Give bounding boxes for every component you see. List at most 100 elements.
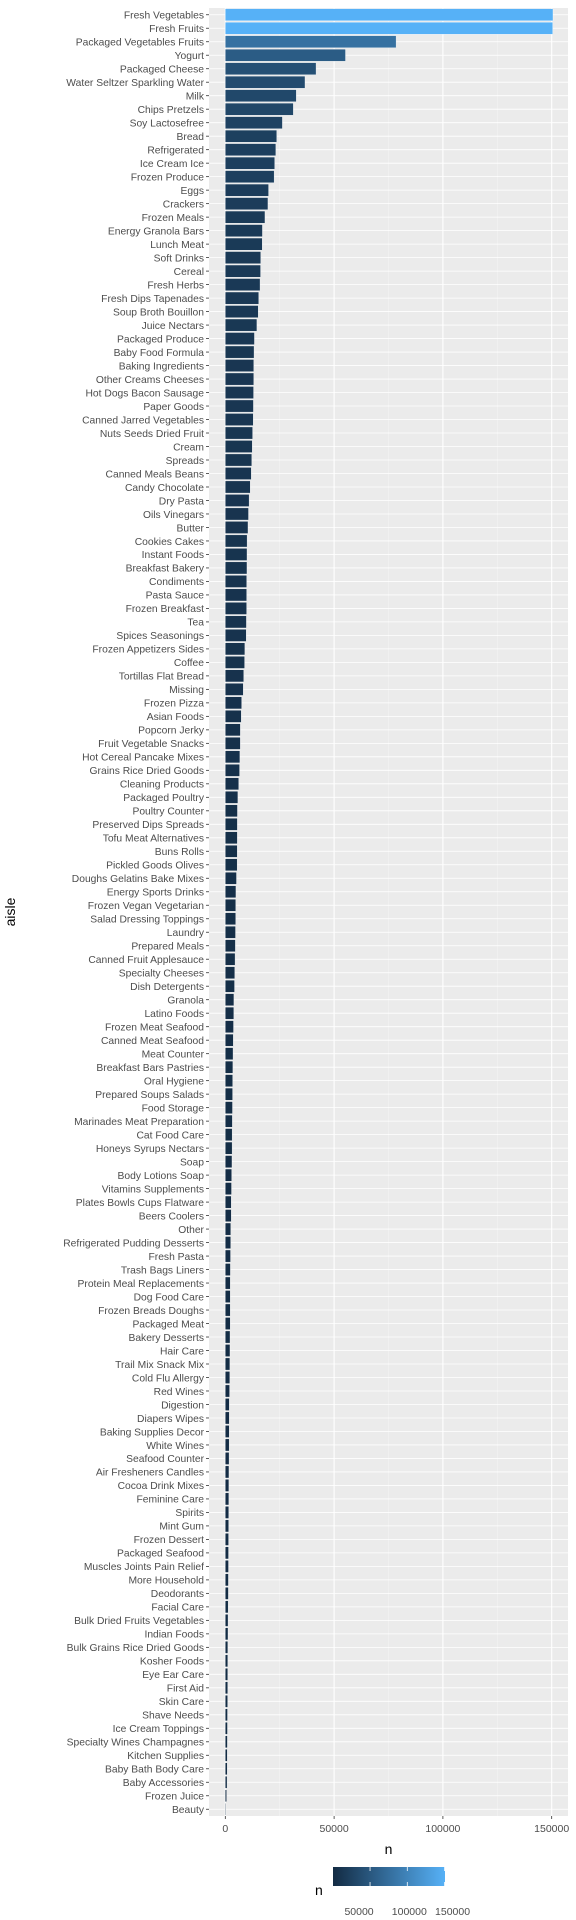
y-label-packaged-meat: Packaged Meat — [132, 1319, 204, 1330]
y-label-juice-nectars: Juice Nectars — [142, 321, 204, 332]
bar-tea — [225, 615, 247, 629]
y-label-frozen-dessert: Frozen Dessert — [134, 1535, 205, 1546]
bar-beers-coolers — [225, 1209, 232, 1222]
y-axis-title: aisle — [2, 897, 18, 926]
y-label-oral-hygiene: Oral Hygiene — [144, 1076, 204, 1087]
bar-buns-rolls — [225, 845, 238, 858]
y-label-fruit-vegetable-snacks: Fruit Vegetable Snacks — [98, 739, 204, 750]
bar-packaged-seafood — [225, 1546, 229, 1560]
y-label-yogurt: Yogurt — [175, 51, 205, 62]
y-label-deodorants: Deodorants — [151, 1589, 204, 1600]
y-label-buns-rolls: Buns Rolls — [155, 847, 204, 858]
y-label-pasta-sauce: Pasta Sauce — [146, 591, 205, 602]
bar-canned-jarred-vegetables — [225, 413, 254, 426]
bar-fresh-fruits — [225, 21, 553, 35]
bar-pasta-sauce — [225, 588, 247, 602]
y-label-honeys-syrups-nectars: Honeys Syrups Nectars — [96, 1144, 204, 1155]
y-label-crackers: Crackers — [163, 199, 204, 210]
bar-frozen-meat-seafood — [225, 1020, 234, 1033]
y-label-soap: Soap — [180, 1157, 204, 1168]
bar-facial-care — [225, 1600, 229, 1614]
y-label-kitchen-supplies: Kitchen Supplies — [127, 1751, 204, 1762]
y-label-first-aid: First Aid — [167, 1684, 204, 1695]
bar-canned-meals-beans — [225, 467, 252, 480]
y-label-refrigerated: Refrigerated — [147, 145, 204, 156]
bar-nuts-seeds-dried-fruit — [225, 426, 253, 440]
bar-dry-pasta — [225, 494, 250, 507]
bar-latino-foods — [225, 1006, 235, 1020]
bar-mint-gum — [225, 1519, 229, 1533]
y-label-other-creams-cheeses: Other Creams Cheeses — [96, 375, 204, 386]
bar-frozen-breads-doughs — [225, 1303, 231, 1317]
bar-deodorants — [225, 1587, 229, 1600]
bar-packaged-meat — [225, 1317, 231, 1330]
y-label-beauty: Beauty — [172, 1805, 205, 1816]
y-label-water-seltzer-sparkling-water: Water Seltzer Sparkling Water — [66, 78, 204, 89]
x-axis-title: n — [385, 1841, 393, 1857]
y-label-frozen-appetizers-sides: Frozen Appetizers Sides — [92, 645, 204, 656]
bar-prepared-meals — [225, 939, 236, 952]
bar-ice-cream-ice — [225, 156, 275, 170]
bar-eggs — [225, 183, 269, 197]
y-label-nuts-seeds-dried-fruit: Nuts Seeds Dried Fruit — [100, 429, 204, 440]
bar-tortillas-flat-bread — [225, 669, 244, 683]
bar-instant-foods — [225, 548, 248, 561]
y-label-fresh-vegetables: Fresh Vegetables — [124, 11, 204, 22]
bar-spirits — [225, 1506, 229, 1519]
y-label-soup-broth-bouillon: Soup Broth Bouillon — [113, 307, 204, 318]
bar-refrigerated — [225, 143, 277, 156]
y-label-frozen-meals: Frozen Meals — [142, 213, 204, 224]
bar-grains-rice-dried-goods — [225, 764, 240, 777]
y-label-tortillas-flat-bread: Tortillas Flat Bread — [119, 672, 205, 683]
y-label-facial-care: Facial Care — [151, 1603, 204, 1614]
bar-baking-ingredients — [225, 359, 254, 372]
bar-missing — [225, 683, 244, 696]
y-label-dog-food-care: Dog Food Care — [134, 1292, 205, 1303]
y-label-specialty-wines-champagnes: Specialty Wines Champagnes — [67, 1738, 204, 1749]
bar-yogurt — [225, 48, 346, 62]
bar-packaged-produce — [225, 332, 255, 345]
bar-fresh-vegetables — [225, 8, 554, 21]
y-label-tofu-meat-alternatives: Tofu Meat Alternatives — [103, 834, 204, 845]
bar-more-household — [225, 1573, 229, 1587]
y-label-body-lotions-soap: Body Lotions Soap — [118, 1171, 205, 1182]
bar-feminine-care — [225, 1492, 230, 1506]
y-label-bread: Bread — [177, 132, 205, 143]
bar-frozen-meals — [225, 210, 266, 224]
y-label-meat-counter: Meat Counter — [142, 1049, 205, 1060]
y-label-digestion: Digestion — [161, 1400, 204, 1411]
y-label-canned-meals-beans: Canned Meals Beans — [106, 469, 204, 480]
y-label-laundry: Laundry — [167, 928, 205, 939]
bar-paper-goods — [225, 399, 254, 413]
bar-soy-lactosefree — [225, 116, 283, 129]
bar-bulk-dried-fruits-vegetables — [225, 1614, 229, 1627]
bar-protein-meal-replacements — [225, 1276, 231, 1290]
bar-soft-drinks — [225, 251, 261, 264]
bar-shave-needs — [225, 1708, 228, 1722]
y-label-bulk-grains-rice-dried-goods: Bulk Grains Rice Dried Goods — [67, 1643, 204, 1654]
y-label-protein-meal-replacements: Protein Meal Replacements — [78, 1279, 204, 1290]
y-label-kosher-foods: Kosher Foods — [140, 1657, 204, 1668]
y-label-oils-vinegars: Oils Vinegars — [143, 510, 204, 521]
y-label-specialty-cheeses: Specialty Cheeses — [119, 969, 204, 980]
y-label-asian-foods: Asian Foods — [147, 712, 204, 723]
bar-trash-bags-liners — [225, 1263, 231, 1276]
y-label-baking-supplies-decor: Baking Supplies Decor — [100, 1427, 205, 1438]
bar-seafood-counter — [225, 1452, 230, 1465]
y-label-indian-foods: Indian Foods — [144, 1630, 204, 1641]
bar-cocoa-drink-mixes — [225, 1479, 230, 1492]
y-label-fresh-herbs: Fresh Herbs — [147, 280, 204, 291]
bar-ice-cream-toppings — [225, 1722, 228, 1735]
bar-lunch-meat — [225, 237, 263, 251]
bar-baby-food-formula — [225, 345, 255, 359]
bar-popcorn-jerky — [225, 723, 241, 737]
bar-doughs-gelatins-bake-mixes — [225, 872, 237, 885]
bar-skin-care — [225, 1695, 228, 1708]
bar-breakfast-bakery — [225, 561, 248, 575]
y-label-coffee: Coffee — [174, 658, 204, 669]
bar-frozen-appetizers-sides — [225, 642, 246, 656]
bar-cold-flu-allergy — [225, 1371, 231, 1384]
bar-food-storage — [225, 1101, 233, 1114]
y-label-instant-foods: Instant Foods — [142, 550, 204, 561]
y-label-fresh-dips-tapenades: Fresh Dips Tapenades — [101, 294, 204, 305]
